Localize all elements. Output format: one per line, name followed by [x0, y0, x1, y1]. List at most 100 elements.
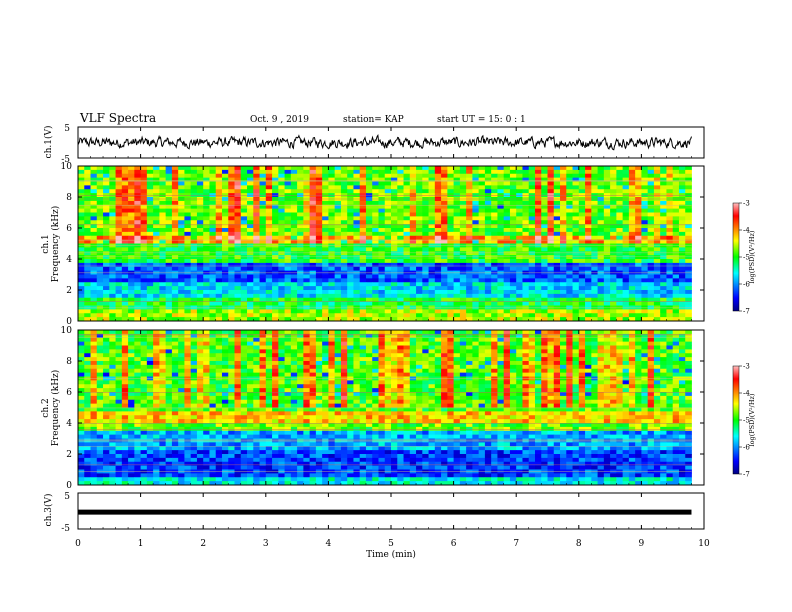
spectrogram-cell: [372, 255, 379, 260]
spectrogram-cell: [622, 235, 630, 241]
spectrogram-cell: [278, 349, 285, 354]
spectrogram-cell: [353, 349, 361, 354]
spectrogram-cell: [534, 251, 542, 256]
spectrogram-cell: [472, 333, 480, 339]
spectrogram-cell: [378, 293, 386, 299]
spectrogram-cell: [503, 255, 511, 260]
spectrogram-cell: [259, 364, 267, 370]
spectrogram-cell: [128, 185, 135, 190]
spectrogram-cell: [278, 282, 285, 287]
spectrogram-cell: [391, 317, 398, 322]
spectrogram-cell: [391, 309, 398, 314]
spectrogram-cell: [391, 290, 398, 295]
spectrogram-cell: [610, 301, 617, 306]
spectrogram-cell: [597, 185, 605, 190]
spectrogram-cell: [434, 231, 442, 237]
spectrogram-cell: [509, 317, 517, 322]
spectrogram-cell: [372, 204, 379, 210]
spectrogram-cell: [653, 228, 661, 233]
spectrogram-cell: [572, 228, 580, 233]
spectrogram-cell: [597, 235, 605, 241]
spectrogram-cell: [447, 337, 454, 343]
spectrogram-cell: [472, 177, 480, 182]
spectrogram-cell: [328, 259, 336, 264]
spectrogram-cell: [541, 239, 548, 244]
spectrogram-cell: [434, 259, 442, 264]
spectrogram-cell: [397, 274, 404, 279]
spectrogram-cell: [334, 177, 342, 182]
spectrogram-cell: [84, 181, 91, 186]
spectrogram-cell: [616, 239, 624, 244]
spectrogram-cell: [353, 177, 361, 182]
spectrogram-cell: [221, 330, 229, 335]
spectrogram-cell: [265, 333, 273, 339]
spectrogram-cell: [516, 290, 523, 295]
spectrogram-cell: [165, 166, 173, 171]
spectrogram-cell: [328, 177, 336, 182]
spectrogram-cell: [353, 255, 361, 260]
spectrogram-cell: [572, 297, 580, 303]
spectrogram-cell: [309, 301, 317, 306]
spectrogram-cell: [240, 345, 248, 350]
spectrogram-cell: [534, 301, 542, 306]
spectrogram-cell: [553, 251, 561, 256]
spectrogram-cell: [641, 309, 649, 314]
spectrogram-cell: [578, 282, 586, 287]
spectrogram-cell: [466, 208, 473, 213]
spectrogram-cell: [403, 235, 411, 241]
spectrogram-cell: [409, 255, 417, 260]
spectrogram-cell: [115, 364, 123, 370]
spectrogram-cell: [660, 262, 667, 268]
spectrogram-cell: [635, 286, 642, 291]
spectrogram-cell: [453, 212, 461, 217]
spectrogram-cell: [297, 301, 304, 306]
spectrogram-cell: [215, 208, 223, 213]
spectrogram-cell: [672, 169, 680, 175]
spectrogram-cell: [165, 212, 173, 217]
spectrogram-cell: [178, 278, 185, 283]
spectrogram-cell: [678, 313, 686, 318]
spectrogram-cell: [603, 235, 611, 241]
spectrogram-cell: [190, 293, 198, 299]
spectrogram-cell: [247, 364, 254, 370]
spectrogram-cell: [503, 290, 511, 295]
spectrogram-cell: [403, 181, 411, 186]
spectrogram-cell: [428, 169, 436, 175]
spectrogram-cell: [184, 286, 192, 291]
spectrogram-cell: [522, 212, 530, 217]
spectrogram-cell: [278, 259, 285, 264]
spectrogram-cell: [616, 228, 624, 233]
spectrogram-cell: [309, 293, 317, 299]
spectrogram-cell: [622, 309, 630, 314]
spectrogram-cell: [578, 247, 586, 252]
spectrogram-cell: [678, 185, 686, 190]
spectrogram-cell: [566, 353, 573, 358]
spectrogram-cell: [484, 212, 492, 217]
spectrogram-cell: [397, 330, 404, 335]
spectrogram-cell: [221, 259, 229, 264]
spectrogram-cell: [203, 235, 210, 241]
spectrogram-cell: [466, 189, 473, 194]
spectrogram-cell: [159, 208, 167, 213]
spectrogram-cell: [153, 309, 160, 314]
spectrogram-cell: [247, 189, 254, 194]
spectrogram-cell: [478, 208, 486, 213]
spectrogram-cell: [509, 181, 517, 186]
spectrogram-cell: [641, 337, 649, 343]
spectrogram-cell: [272, 330, 279, 335]
spectrogram-cell: [560, 224, 567, 229]
spectrogram-cell: [566, 216, 573, 221]
spectrogram-cell: [190, 330, 198, 335]
spectrogram-cell: [660, 278, 667, 283]
spectrogram-cell: [297, 297, 304, 303]
spectrogram-cell: [434, 185, 442, 190]
spectrogram-cell: [459, 337, 467, 343]
spectrogram-cell: [247, 297, 254, 303]
spectrogram-cell: [503, 231, 511, 237]
spectrogram-cell: [315, 297, 323, 303]
spectrogram-cell: [153, 286, 160, 291]
spectrogram-cell: [628, 169, 636, 175]
spectrogram-cell: [685, 301, 692, 306]
spectrogram-cell: [265, 204, 273, 210]
spectrogram-cell: [585, 224, 592, 229]
